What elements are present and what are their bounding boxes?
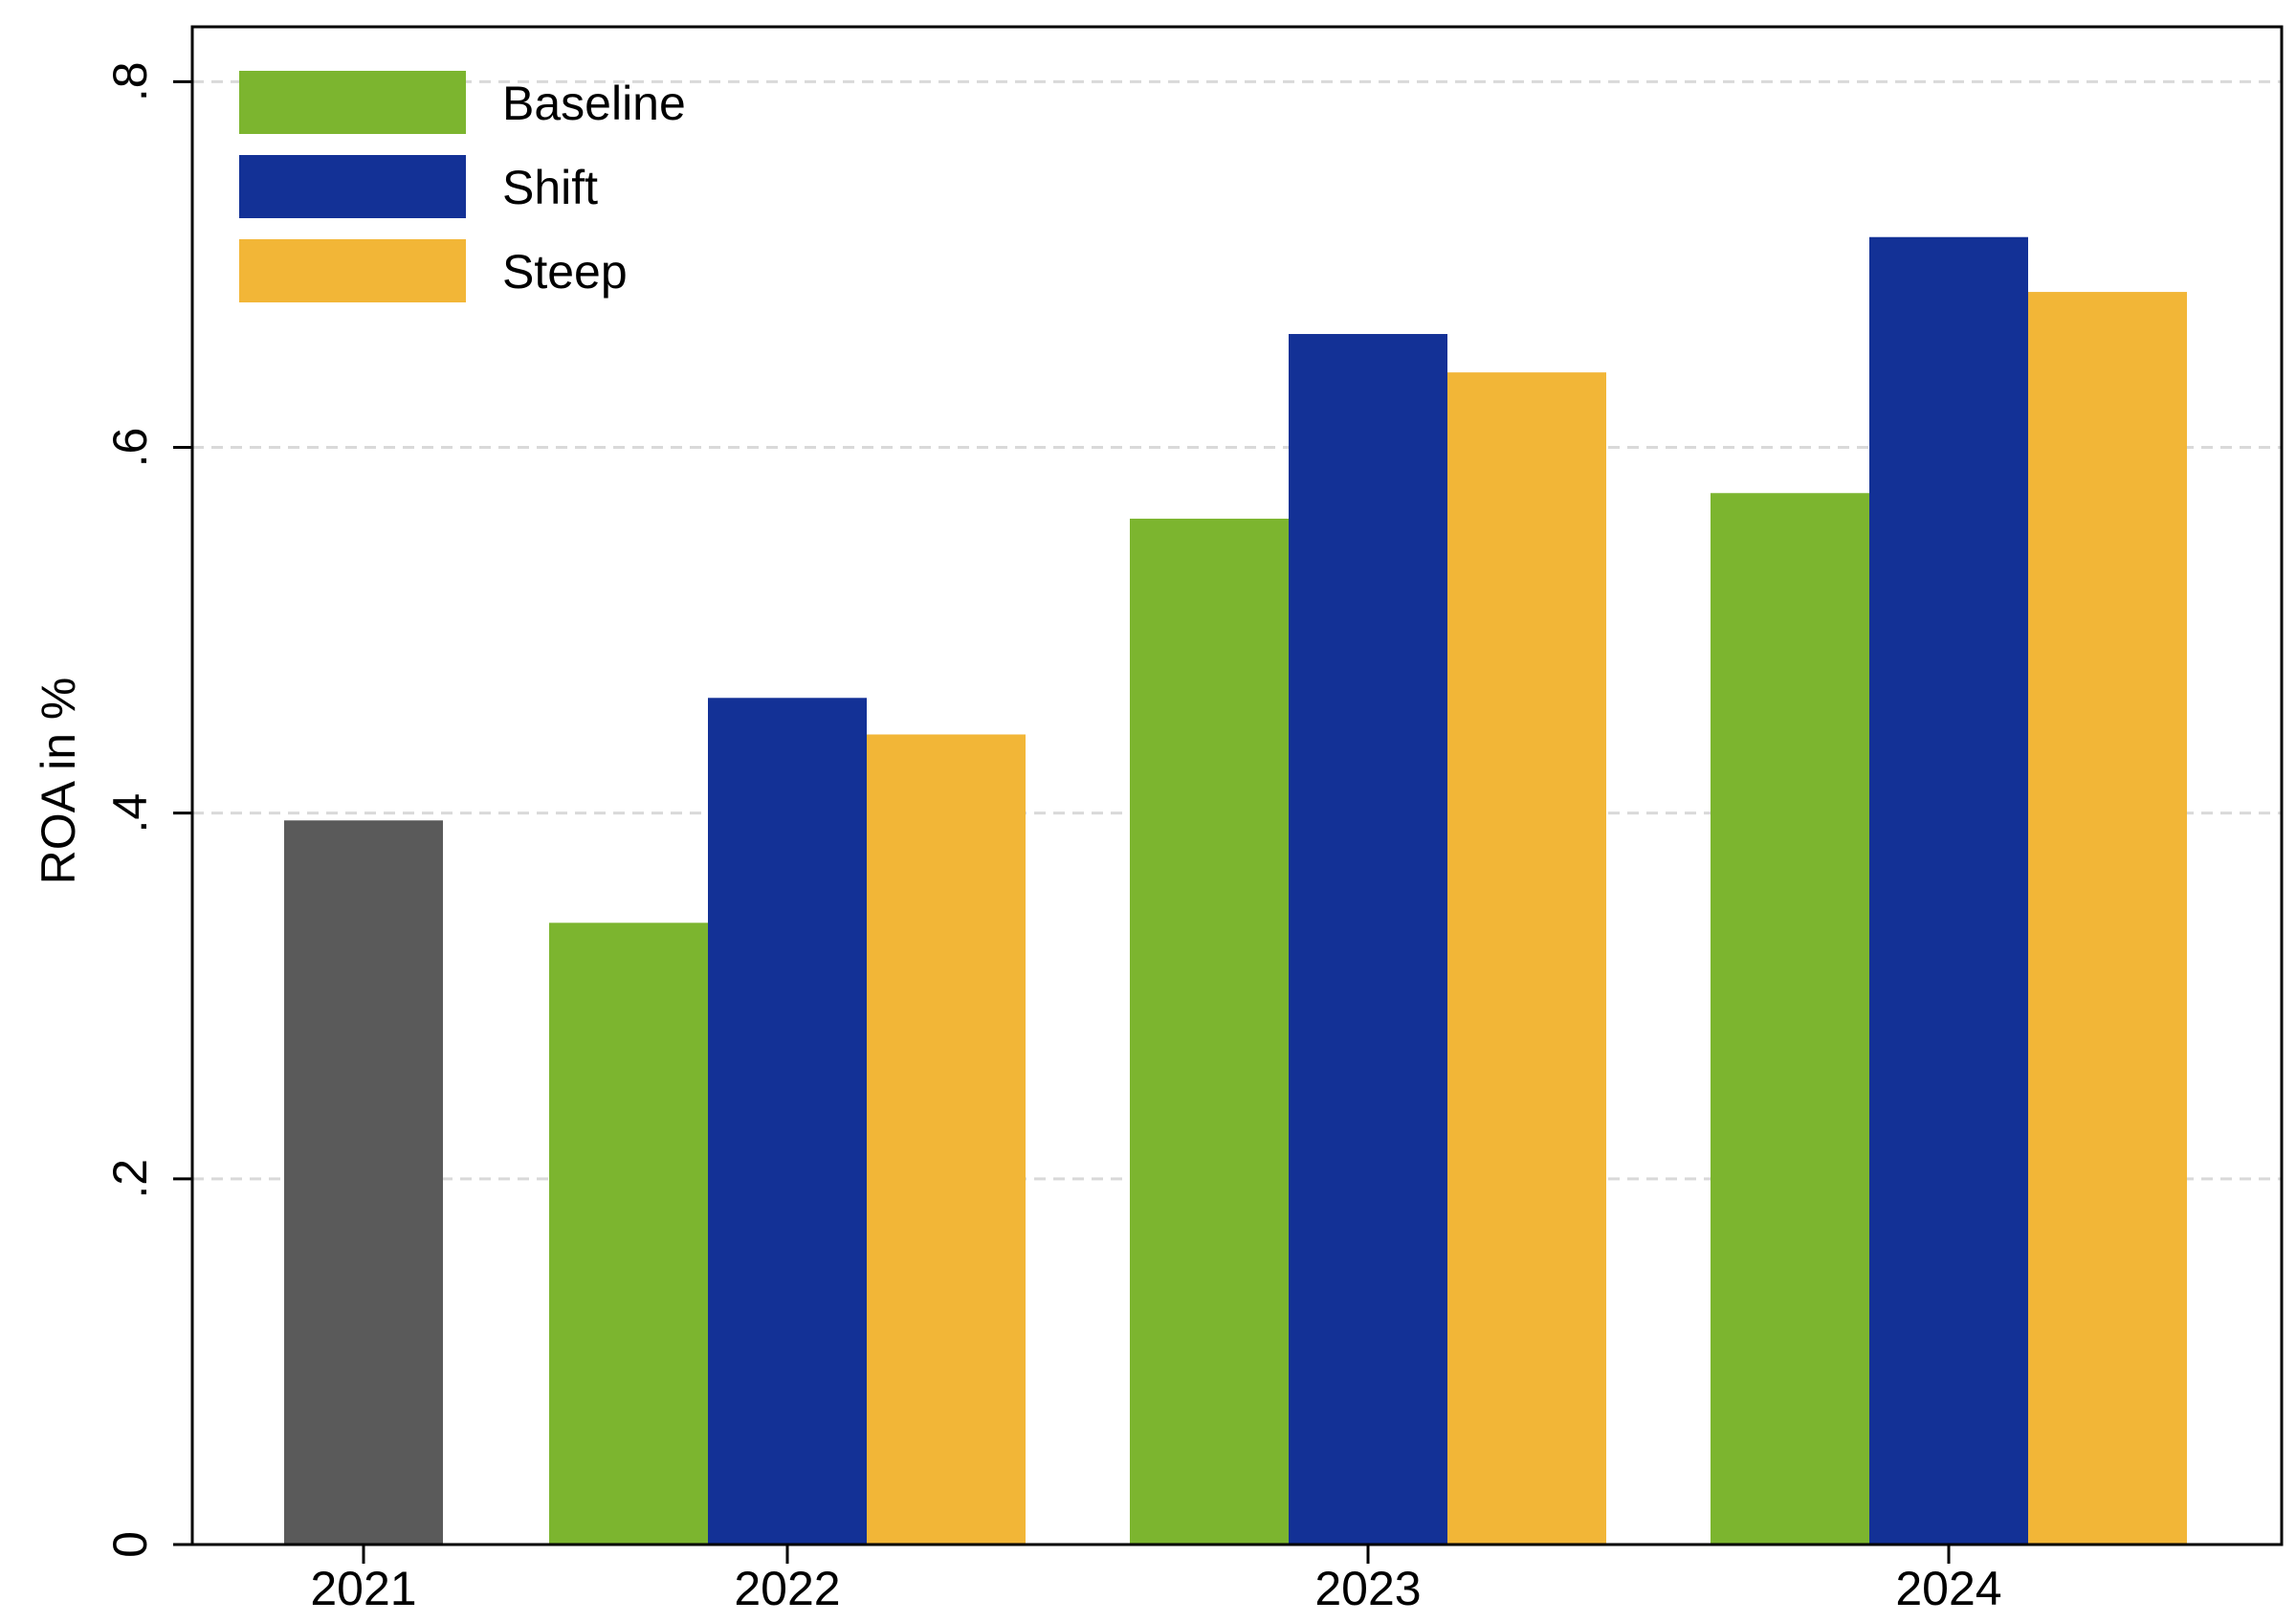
legend-label-shift: Shift	[502, 161, 598, 214]
y-axis-label: ROA in %	[32, 678, 85, 885]
x-axis: 2021 2022 2023 2024	[310, 1545, 2002, 1615]
y-tick-label: .2	[103, 1159, 157, 1199]
x-tick-label: 2021	[310, 1562, 416, 1615]
bar-steep-2022	[867, 734, 1026, 1545]
y-tick-label: .6	[103, 428, 157, 468]
legend-swatch-shift	[239, 155, 466, 218]
bar-baseline-2022	[549, 923, 708, 1545]
bar-baseline-2023	[1130, 519, 1289, 1545]
y-axis: 0 .2 .4 .6 .8	[103, 61, 192, 1558]
bar-shift-2023	[1289, 334, 1447, 1545]
legend-swatch-steep	[239, 239, 466, 302]
legend-swatch-baseline	[239, 71, 466, 134]
y-tick-label: .8	[103, 61, 157, 101]
bar-steep-2024	[2028, 292, 2187, 1545]
x-tick-label: 2022	[734, 1562, 840, 1615]
bar-baseline-2024	[1711, 493, 1869, 1545]
bars	[284, 236, 2187, 1545]
y-tick-label: .4	[103, 793, 157, 834]
bar-shift-2022	[708, 698, 867, 1545]
bar-historical-2021	[284, 820, 443, 1545]
x-tick-label: 2024	[1895, 1562, 2001, 1615]
plot-frame	[190, 25, 2284, 1546]
bar-steep-2023	[1447, 372, 1606, 1545]
legend-label-steep: Steep	[502, 245, 628, 299]
legend: Baseline Shift Steep	[239, 71, 686, 302]
y-tick-label: 0	[103, 1531, 157, 1558]
x-tick-label: 2023	[1314, 1562, 1421, 1615]
bar-shift-2024	[1869, 236, 2028, 1545]
legend-label-baseline: Baseline	[502, 77, 686, 130]
